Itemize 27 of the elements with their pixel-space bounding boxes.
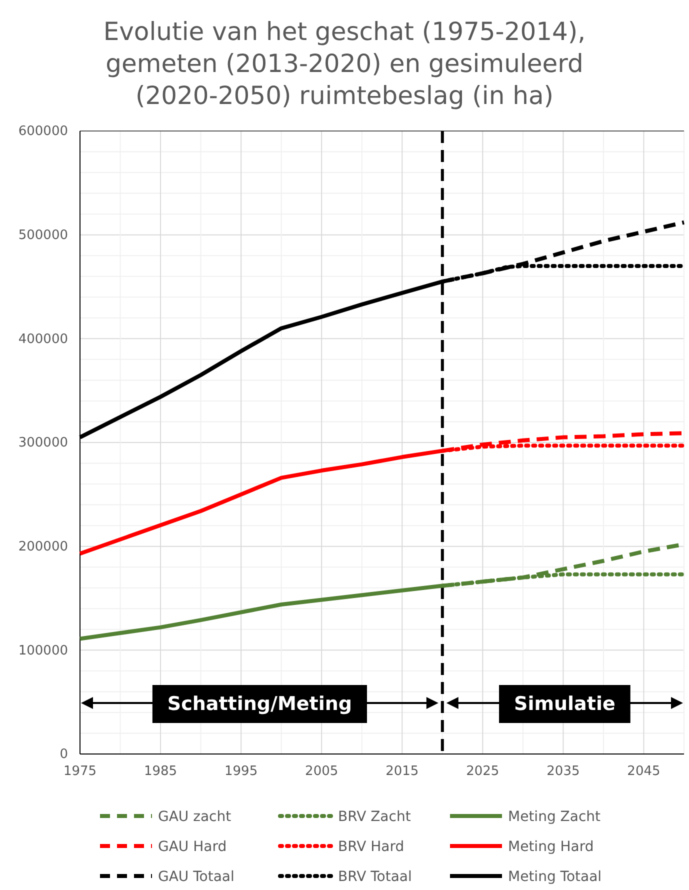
- x-tick-label: 2025: [466, 764, 500, 780]
- legend-label: GAU Hard: [158, 839, 227, 855]
- y-tick-label: 600000: [18, 124, 68, 140]
- legend-label: BRV Totaal: [338, 869, 412, 885]
- annotation: Schatting/Meting: [167, 693, 352, 715]
- legend-label: Meting Totaal: [508, 869, 602, 885]
- y-tick-label: 0: [60, 747, 68, 762]
- legend-label: GAU Totaal: [158, 869, 234, 885]
- y-tick-label: 400000: [18, 332, 68, 347]
- x-tick-label: 2015: [386, 764, 419, 780]
- x-tick-label: 2005: [305, 764, 338, 780]
- x-tick-label: 2045: [627, 764, 660, 780]
- annotation: Simulatie: [514, 693, 616, 715]
- y-tick-label: 100000: [18, 643, 68, 658]
- y-tick-label: 200000: [18, 539, 68, 554]
- legend-label: Meting Zacht: [508, 809, 602, 825]
- x-tick-label: 1985: [144, 764, 178, 780]
- x-tick-label: 1975: [63, 764, 97, 780]
- legend-label: BRV Zacht: [338, 809, 412, 825]
- x-tick-label: 1995: [224, 764, 258, 780]
- legend-label: BRV Hard: [338, 839, 404, 855]
- chart-title: Evolutie van het geschat (1975-2014), gemeten (2013-2020) en gesimuleerd (2020-2050) ruimtebeslag (in ha): [103, 17, 586, 110]
- legend-label: Meting Hard: [508, 839, 594, 855]
- y-tick-label: 500000: [18, 228, 68, 243]
- y-tick-label: 300000: [18, 436, 68, 451]
- legend-label: GAU zacht: [158, 809, 232, 825]
- x-tick-label: 2035: [546, 764, 580, 780]
